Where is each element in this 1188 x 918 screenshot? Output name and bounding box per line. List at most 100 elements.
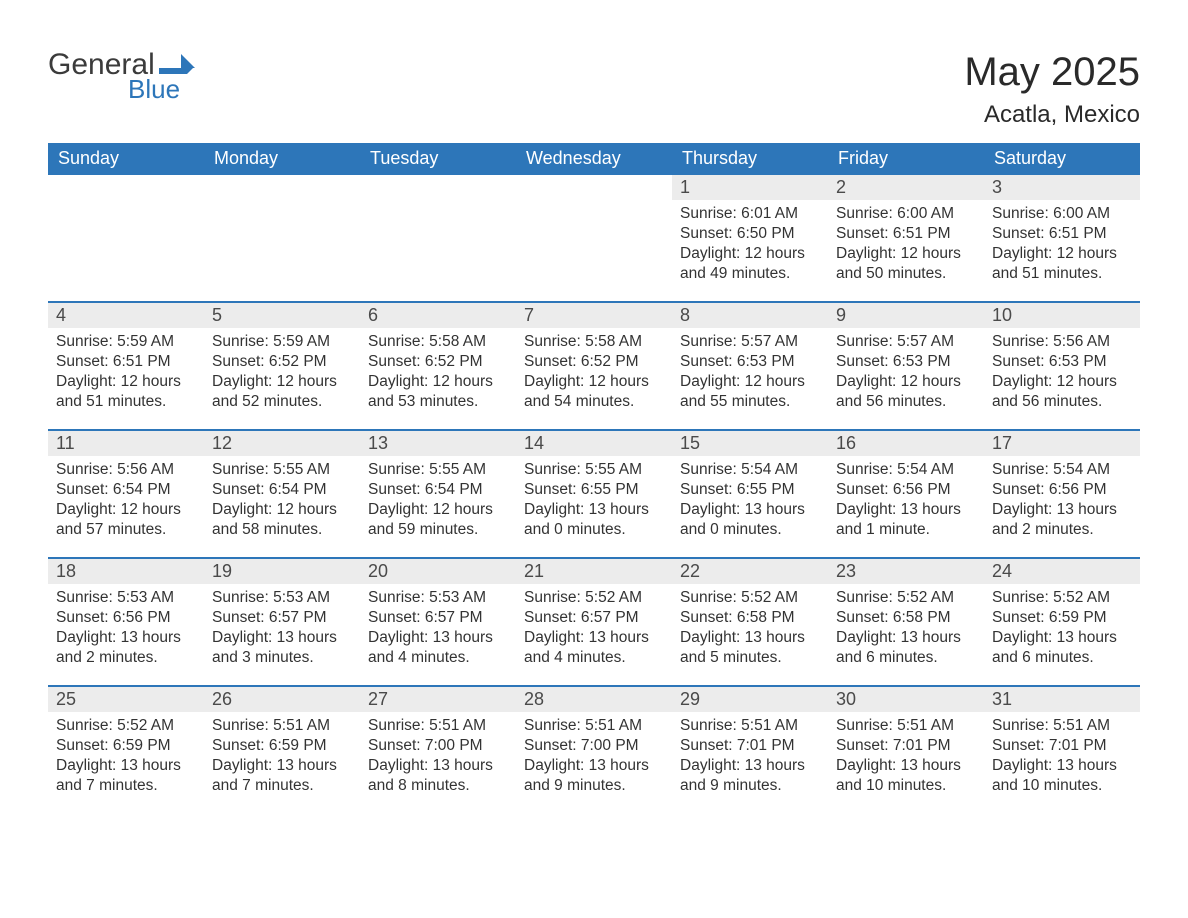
day-cell: 12Sunrise: 5:55 AMSunset: 6:54 PMDayligh… — [204, 431, 360, 557]
sunset-line: Sunset: 6:57 PM — [524, 608, 664, 628]
day-cell — [516, 175, 672, 301]
daylight-line: Daylight: 12 hours and 59 minutes. — [368, 500, 508, 540]
day-detail: Sunrise: 5:59 AMSunset: 6:51 PMDaylight:… — [48, 328, 204, 421]
daylight-line: Daylight: 13 hours and 2 minutes. — [992, 500, 1132, 540]
daylight-line: Daylight: 13 hours and 7 minutes. — [56, 756, 196, 796]
sunrise-line: Sunrise: 5:51 AM — [368, 716, 508, 736]
day-number: 18 — [48, 559, 204, 584]
day-cell: 19Sunrise: 5:53 AMSunset: 6:57 PMDayligh… — [204, 559, 360, 685]
sunset-line: Sunset: 6:58 PM — [836, 608, 976, 628]
sunset-line: Sunset: 6:53 PM — [836, 352, 976, 372]
day-detail: Sunrise: 6:00 AMSunset: 6:51 PMDaylight:… — [828, 200, 984, 293]
sunrise-line: Sunrise: 5:54 AM — [992, 460, 1132, 480]
sunset-line: Sunset: 6:54 PM — [212, 480, 352, 500]
daylight-line: Daylight: 12 hours and 56 minutes. — [836, 372, 976, 412]
day-detail: Sunrise: 6:00 AMSunset: 6:51 PMDaylight:… — [984, 200, 1140, 293]
sunset-line: Sunset: 7:01 PM — [836, 736, 976, 756]
day-cell: 18Sunrise: 5:53 AMSunset: 6:56 PMDayligh… — [48, 559, 204, 685]
day-number: 23 — [828, 559, 984, 584]
day-detail: Sunrise: 5:52 AMSunset: 6:58 PMDaylight:… — [672, 584, 828, 677]
calendar: SundayMondayTuesdayWednesdayThursdayFrid… — [48, 143, 1140, 813]
daylight-line: Daylight: 12 hours and 57 minutes. — [56, 500, 196, 540]
day-cell: 10Sunrise: 5:56 AMSunset: 6:53 PMDayligh… — [984, 303, 1140, 429]
day-detail: Sunrise: 5:52 AMSunset: 6:57 PMDaylight:… — [516, 584, 672, 677]
day-number: 17 — [984, 431, 1140, 456]
daylight-line: Daylight: 12 hours and 58 minutes. — [212, 500, 352, 540]
sunrise-line: Sunrise: 5:59 AM — [212, 332, 352, 352]
sunrise-line: Sunrise: 5:55 AM — [212, 460, 352, 480]
day-detail: Sunrise: 5:51 AMSunset: 7:01 PMDaylight:… — [984, 712, 1140, 805]
week-row: 4Sunrise: 5:59 AMSunset: 6:51 PMDaylight… — [48, 301, 1140, 429]
sunset-line: Sunset: 7:00 PM — [368, 736, 508, 756]
sunrise-line: Sunrise: 5:57 AM — [680, 332, 820, 352]
day-detail: Sunrise: 5:57 AMSunset: 6:53 PMDaylight:… — [672, 328, 828, 421]
day-detail: Sunrise: 5:54 AMSunset: 6:55 PMDaylight:… — [672, 456, 828, 549]
sunrise-line: Sunrise: 5:52 AM — [524, 588, 664, 608]
day-cell: 24Sunrise: 5:52 AMSunset: 6:59 PMDayligh… — [984, 559, 1140, 685]
day-cell: 14Sunrise: 5:55 AMSunset: 6:55 PMDayligh… — [516, 431, 672, 557]
sunrise-line: Sunrise: 6:01 AM — [680, 204, 820, 224]
daylight-line: Daylight: 12 hours and 56 minutes. — [992, 372, 1132, 412]
day-detail: Sunrise: 5:52 AMSunset: 6:58 PMDaylight:… — [828, 584, 984, 677]
day-cell: 9Sunrise: 5:57 AMSunset: 6:53 PMDaylight… — [828, 303, 984, 429]
day-number: 27 — [360, 687, 516, 712]
sunset-line: Sunset: 6:57 PM — [212, 608, 352, 628]
sunrise-line: Sunrise: 6:00 AM — [992, 204, 1132, 224]
day-detail: Sunrise: 5:53 AMSunset: 6:57 PMDaylight:… — [360, 584, 516, 677]
day-number: 26 — [204, 687, 360, 712]
day-number: 22 — [672, 559, 828, 584]
weekday-header: SundayMondayTuesdayWednesdayThursdayFrid… — [48, 143, 1140, 175]
sunrise-line: Sunrise: 5:53 AM — [212, 588, 352, 608]
sunset-line: Sunset: 6:54 PM — [368, 480, 508, 500]
daylight-line: Daylight: 13 hours and 10 minutes. — [992, 756, 1132, 796]
sunset-line: Sunset: 6:59 PM — [992, 608, 1132, 628]
sunrise-line: Sunrise: 5:52 AM — [56, 716, 196, 736]
sunrise-line: Sunrise: 5:52 AM — [680, 588, 820, 608]
day-number: 15 — [672, 431, 828, 456]
daylight-line: Daylight: 13 hours and 1 minute. — [836, 500, 976, 540]
daylight-line: Daylight: 13 hours and 2 minutes. — [56, 628, 196, 668]
sunset-line: Sunset: 6:50 PM — [680, 224, 820, 244]
sunset-line: Sunset: 6:55 PM — [524, 480, 664, 500]
daylight-line: Daylight: 12 hours and 52 minutes. — [212, 372, 352, 412]
day-number: 21 — [516, 559, 672, 584]
daylight-line: Daylight: 13 hours and 6 minutes. — [836, 628, 976, 668]
day-detail: Sunrise: 5:59 AMSunset: 6:52 PMDaylight:… — [204, 328, 360, 421]
sunset-line: Sunset: 6:53 PM — [680, 352, 820, 372]
day-cell: 26Sunrise: 5:51 AMSunset: 6:59 PMDayligh… — [204, 687, 360, 813]
day-detail: Sunrise: 5:51 AMSunset: 7:00 PMDaylight:… — [516, 712, 672, 805]
sunset-line: Sunset: 6:51 PM — [992, 224, 1132, 244]
day-number: 31 — [984, 687, 1140, 712]
day-detail: Sunrise: 5:56 AMSunset: 6:54 PMDaylight:… — [48, 456, 204, 549]
day-number: 24 — [984, 559, 1140, 584]
day-cell: 11Sunrise: 5:56 AMSunset: 6:54 PMDayligh… — [48, 431, 204, 557]
day-cell: 4Sunrise: 5:59 AMSunset: 6:51 PMDaylight… — [48, 303, 204, 429]
daylight-line: Daylight: 13 hours and 3 minutes. — [212, 628, 352, 668]
day-detail: Sunrise: 5:53 AMSunset: 6:57 PMDaylight:… — [204, 584, 360, 677]
day-detail: Sunrise: 5:55 AMSunset: 6:55 PMDaylight:… — [516, 456, 672, 549]
sunrise-line: Sunrise: 5:55 AM — [524, 460, 664, 480]
day-cell: 3Sunrise: 6:00 AMSunset: 6:51 PMDaylight… — [984, 175, 1140, 301]
day-number: 2 — [828, 175, 984, 200]
day-cell: 20Sunrise: 5:53 AMSunset: 6:57 PMDayligh… — [360, 559, 516, 685]
logo: General Blue — [48, 50, 195, 102]
day-number: 6 — [360, 303, 516, 328]
daylight-line: Daylight: 13 hours and 0 minutes. — [680, 500, 820, 540]
day-number: 25 — [48, 687, 204, 712]
sunset-line: Sunset: 6:53 PM — [992, 352, 1132, 372]
day-number: 7 — [516, 303, 672, 328]
sunset-line: Sunset: 6:52 PM — [524, 352, 664, 372]
sunrise-line: Sunrise: 5:51 AM — [524, 716, 664, 736]
day-cell: 2Sunrise: 6:00 AMSunset: 6:51 PMDaylight… — [828, 175, 984, 301]
daylight-line: Daylight: 13 hours and 0 minutes. — [524, 500, 664, 540]
day-cell: 5Sunrise: 5:59 AMSunset: 6:52 PMDaylight… — [204, 303, 360, 429]
day-detail: Sunrise: 5:52 AMSunset: 6:59 PMDaylight:… — [984, 584, 1140, 677]
day-number: 29 — [672, 687, 828, 712]
day-detail: Sunrise: 6:01 AMSunset: 6:50 PMDaylight:… — [672, 200, 828, 293]
sunrise-line: Sunrise: 5:52 AM — [836, 588, 976, 608]
day-detail: Sunrise: 5:58 AMSunset: 6:52 PMDaylight:… — [360, 328, 516, 421]
daylight-line: Daylight: 13 hours and 6 minutes. — [992, 628, 1132, 668]
sunset-line: Sunset: 6:57 PM — [368, 608, 508, 628]
sunrise-line: Sunrise: 5:54 AM — [680, 460, 820, 480]
sunset-line: Sunset: 7:01 PM — [992, 736, 1132, 756]
